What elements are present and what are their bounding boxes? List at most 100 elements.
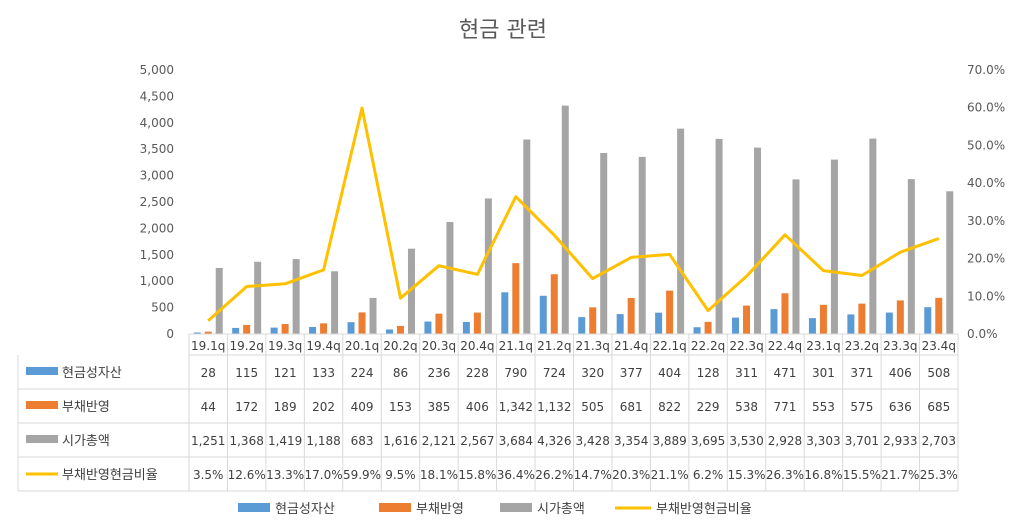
data-label: 790 (504, 366, 527, 380)
data-label: 3,701 (845, 434, 879, 448)
data-label: 18.1% (420, 468, 458, 482)
bar-2 (819, 304, 827, 334)
data-label: 683 (351, 434, 374, 448)
category-label: 23.1q (806, 339, 840, 353)
data-label: 406 (466, 400, 489, 414)
bar-2 (743, 305, 751, 334)
bar-2 (704, 321, 712, 334)
bar-1 (578, 317, 586, 334)
bar-1 (693, 327, 701, 334)
data-label: 1,132 (537, 400, 571, 414)
left-tick-label: 4,000 (140, 116, 174, 130)
bar-2 (243, 324, 251, 334)
data-label: 13.3% (266, 468, 304, 482)
bar-3 (254, 261, 262, 334)
category-label: 19.2q (230, 339, 264, 353)
bar-2 (204, 331, 212, 334)
table-legend-key (26, 401, 58, 409)
data-label: 1,616 (383, 434, 417, 448)
bar-2 (858, 303, 866, 334)
right-tick-label: 10.0% (967, 289, 1005, 303)
line-marks (207, 106, 940, 322)
bar-1 (232, 327, 240, 334)
category-label: 20.3q (422, 339, 456, 353)
data-label: 685 (927, 400, 950, 414)
data-label: 44 (201, 400, 216, 414)
bar-2 (320, 323, 328, 334)
data-label: 9.5% (385, 468, 416, 482)
bar-1 (539, 295, 547, 334)
data-label: 202 (312, 400, 335, 414)
bar-1 (385, 329, 393, 334)
data-label: 3,428 (576, 434, 610, 448)
chart-title: 현금 관련 (459, 18, 547, 43)
right-axis: 0.0% 10.0% 20.0% 30.0% 40.0% 50.0% 60.0% 70.0% (967, 63, 1005, 341)
data-label: 21.7% (881, 468, 919, 482)
category-label: 22.1q (652, 339, 686, 353)
left-tick-label: 3,000 (140, 169, 174, 183)
data-label: 1,188 (306, 434, 340, 448)
bar-1 (732, 317, 740, 334)
category-label: 20.2q (383, 339, 417, 353)
legend-key (500, 503, 532, 512)
data-label: 236 (427, 366, 450, 380)
table-legend-key (26, 435, 58, 443)
data-label: 301 (812, 366, 835, 380)
right-tick-label: 30.0% (967, 214, 1005, 228)
bar-3 (677, 128, 685, 334)
data-label: 3.5% (193, 468, 224, 482)
category-label: 23.2q (845, 339, 879, 353)
bar-3 (792, 179, 800, 334)
bar-3 (715, 138, 723, 334)
data-label: 224 (351, 366, 374, 380)
data-label: 2,703 (922, 434, 956, 448)
bar-3 (215, 267, 223, 334)
legend-label: 부채반영현금비율 (656, 502, 752, 517)
data-label: 553 (812, 400, 835, 414)
data-label: 2,933 (883, 434, 917, 448)
bar-1 (501, 292, 509, 334)
category-label: 21.2q (537, 339, 571, 353)
bar-2 (358, 312, 366, 334)
bar-1 (462, 321, 470, 334)
data-label: 16.8% (804, 468, 842, 482)
data-label: 15.5% (843, 468, 881, 482)
left-tick-label: 5,000 (140, 63, 174, 77)
data-label: 36.4% (497, 468, 535, 482)
data-label: 3,695 (691, 434, 725, 448)
bar-3 (869, 138, 877, 334)
right-tick-label: 20.0% (967, 252, 1005, 266)
left-tick-label: 500 (151, 301, 174, 315)
data-label: 681 (620, 400, 643, 414)
data-label: 311 (735, 366, 758, 380)
data-label: 17.0% (305, 468, 343, 482)
bar-3 (331, 271, 339, 334)
legend-label: 시가총액 (537, 502, 585, 517)
bar-3 (292, 259, 300, 334)
bar-1 (193, 332, 201, 334)
data-label: 172 (235, 400, 258, 414)
bar-2 (550, 274, 558, 334)
data-label: 115 (235, 366, 258, 380)
data-label: 133 (312, 366, 335, 380)
data-label: 409 (351, 400, 374, 414)
bar-1 (924, 307, 932, 334)
bar-2 (512, 263, 520, 334)
bar-2 (281, 324, 289, 334)
data-label: 20.3% (612, 468, 650, 482)
bar-3 (446, 222, 454, 334)
data-label: 3,684 (499, 434, 533, 448)
bar-2 (896, 300, 904, 334)
left-tick-label: 1,000 (140, 274, 174, 288)
bar-2 (666, 290, 674, 334)
data-label: 377 (620, 366, 643, 380)
bar-3 (407, 248, 415, 334)
category-label: 23.3q (883, 339, 917, 353)
table-series-name: 부채반영현금비율 (62, 468, 158, 483)
bar-2 (589, 307, 597, 334)
bar-2 (935, 297, 943, 334)
data-label: 2,928 (768, 434, 802, 448)
bar-1 (770, 309, 778, 334)
data-label: 25.3% (920, 468, 958, 482)
left-tick-label: 2,000 (140, 221, 174, 235)
